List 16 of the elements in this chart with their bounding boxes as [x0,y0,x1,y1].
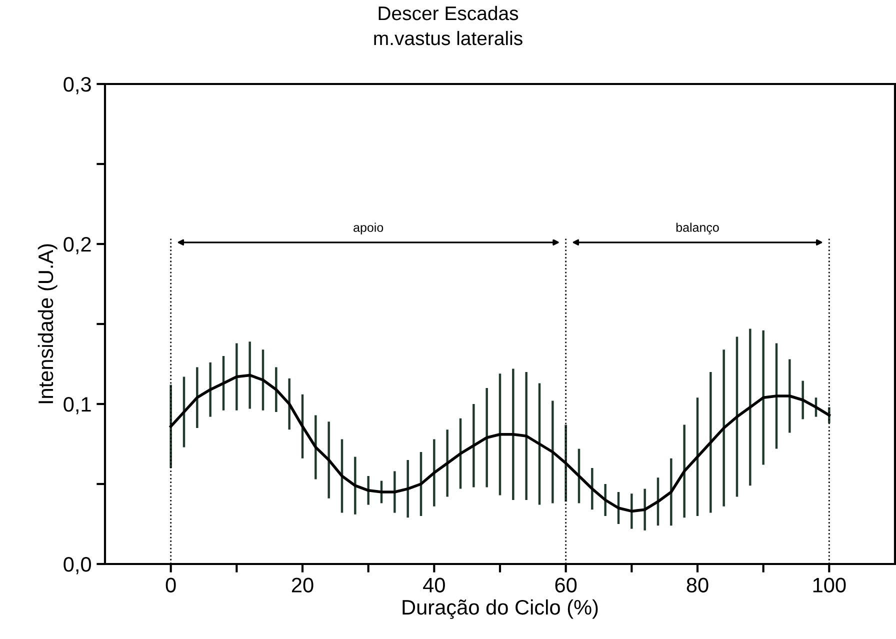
x-tick-label: 20 [292,578,314,592]
x-tick-label: 80 [686,578,708,592]
annotation: balanço [676,222,719,234]
x-axis-title: Duração do Ciclo (%) [402,599,598,619]
y-tick-label: 0,2 [64,237,91,254]
x-tick-label: 40 [423,578,445,592]
x-tick-label: 60 [555,578,577,592]
y-tick-label: 0,0 [64,557,91,574]
x-tick-label: 100 [813,578,846,592]
y-tick-label: 0,3 [64,77,91,94]
y-axis-title: Intensidade (U.A) [38,244,58,404]
y-tick-label: 0,1 [64,397,91,414]
annotation: apoio [354,222,384,234]
x-tick-label: 0 [166,578,176,592]
chart-subtitle: m.vastus lateralis [374,30,522,46]
chart-title: Descer Escadas [378,6,518,20]
